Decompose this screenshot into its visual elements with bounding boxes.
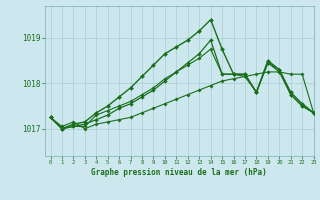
X-axis label: Graphe pression niveau de la mer (hPa): Graphe pression niveau de la mer (hPa)	[91, 168, 267, 177]
